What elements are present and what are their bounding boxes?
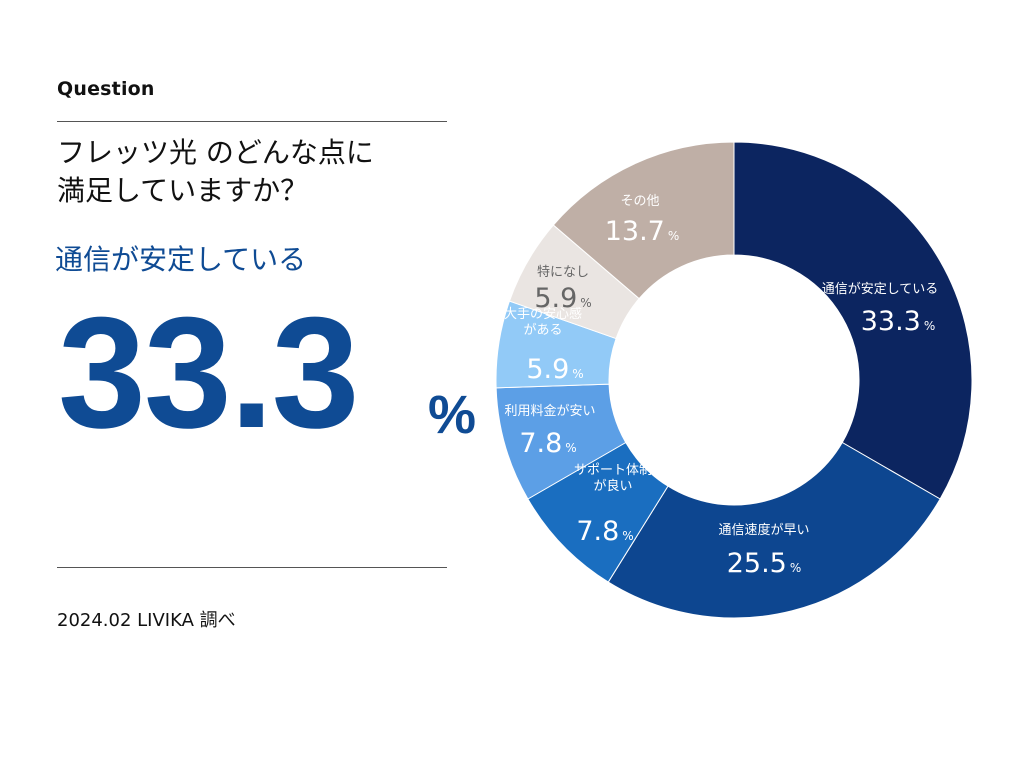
donut-slice-label: 特になし <box>537 265 589 280</box>
bottom-divider <box>57 567 447 568</box>
donut-slice-label: が良い <box>593 478 632 494</box>
donut-slice-label: その他 <box>620 194 659 209</box>
donut-slice <box>733 141 973 500</box>
question-line-2: 満足していますか？ <box>57 174 309 207</box>
donut-slices <box>495 141 973 619</box>
question-line-1: フレッツ光 のどんな点に <box>57 136 374 169</box>
donut-slice-value: 7.8% <box>519 428 576 459</box>
question-text: フレッツ光 のどんな点に 満足していますか？ <box>57 134 457 210</box>
top-answer-value: 33.3 <box>58 285 360 461</box>
question-label: Question <box>57 78 155 100</box>
top-answer-unit: % <box>428 385 477 445</box>
top-answer-label: 通信が安定している <box>55 243 307 276</box>
donut-slice <box>552 141 735 300</box>
source-note: 2024.02 LIVIKA 調べ <box>57 610 236 631</box>
donut-slice-label: 通信が安定している <box>822 282 939 297</box>
donut-slice-label: サポート体制 <box>574 463 652 478</box>
donut-slice-label: 大手の安心感 <box>504 306 582 322</box>
donut-slice <box>607 441 941 619</box>
donut-slice-label: がある <box>523 323 562 338</box>
donut-slice-label: 利用料金が安い <box>504 403 595 419</box>
donut-slice-label: 通信速度が早い <box>718 522 809 538</box>
top-divider <box>57 121 447 122</box>
